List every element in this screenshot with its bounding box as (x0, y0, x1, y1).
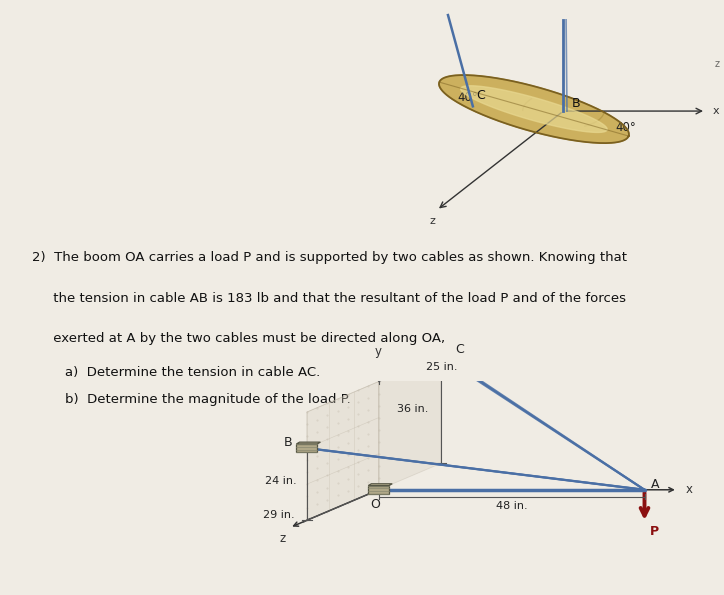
Polygon shape (430, 351, 451, 359)
Text: z: z (715, 60, 720, 70)
Text: exerted at A by the two cables must be directed along OA,: exerted at A by the two cables must be d… (32, 331, 445, 345)
Text: 2)  The boom OA carries a load P and is supported by two cables as shown. Knowin: 2) The boom OA carries a load P and is s… (32, 251, 627, 264)
Text: 25 in.: 25 in. (426, 362, 458, 371)
Text: P: P (649, 525, 659, 538)
Text: the tension in cable AB is 183 lb and that the resultant of the load P and of th: the tension in cable AB is 183 lb and th… (32, 292, 626, 305)
Text: x: x (686, 483, 693, 496)
Text: 36 in.: 36 in. (397, 405, 429, 414)
Polygon shape (379, 355, 440, 490)
Text: z: z (429, 216, 435, 226)
Text: a)  Determine the tension in cable AC.: a) Determine the tension in cable AC. (64, 366, 320, 379)
Polygon shape (430, 349, 454, 351)
Text: 48 in.: 48 in. (496, 501, 527, 511)
Text: y: y (375, 345, 382, 358)
Text: A: A (651, 478, 660, 491)
Text: 29 in.: 29 in. (264, 509, 295, 519)
Polygon shape (369, 486, 389, 494)
Polygon shape (460, 86, 607, 133)
Text: O: O (371, 498, 380, 511)
Text: 40°: 40° (457, 91, 478, 104)
Polygon shape (296, 442, 321, 444)
Text: 24 in.: 24 in. (266, 476, 297, 486)
Polygon shape (369, 484, 392, 486)
Text: B: B (284, 436, 292, 449)
Polygon shape (296, 444, 317, 452)
Polygon shape (307, 381, 379, 520)
Text: C: C (455, 343, 463, 356)
Text: z: z (280, 532, 286, 545)
Text: 40°: 40° (615, 121, 636, 134)
Text: x: x (712, 106, 720, 116)
Text: C: C (476, 89, 485, 102)
Polygon shape (439, 75, 629, 143)
Text: b)  Determine the magnitude of the load P.: b) Determine the magnitude of the load P… (64, 393, 350, 406)
Text: B: B (571, 97, 580, 110)
